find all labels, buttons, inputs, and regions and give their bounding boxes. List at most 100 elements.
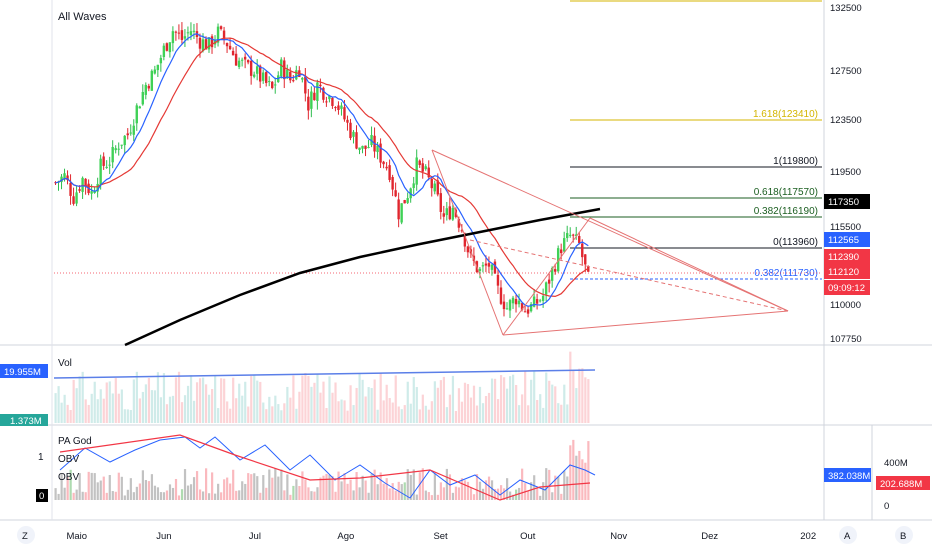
candle-body[interactable] [556, 248, 560, 272]
candle-body[interactable] [243, 56, 247, 60]
indicator-bar[interactable] [298, 486, 301, 500]
volume-bar[interactable] [490, 378, 494, 423]
volume-bar[interactable] [262, 402, 265, 423]
indicator-bar[interactable] [292, 485, 295, 500]
candle-body[interactable] [436, 180, 439, 195]
indicator-bar[interactable] [530, 482, 533, 500]
indicator-bar[interactable] [433, 473, 436, 500]
candle-body[interactable] [204, 39, 208, 50]
candle-body[interactable] [177, 32, 181, 34]
indicator-bar[interactable] [165, 490, 169, 500]
candle-body[interactable] [584, 254, 587, 265]
candle-body[interactable] [451, 207, 455, 220]
candle-body[interactable] [427, 167, 430, 178]
candle-body[interactable] [391, 177, 394, 190]
candle-body[interactable] [520, 303, 524, 310]
candle-body[interactable] [234, 53, 238, 66]
candle-body[interactable] [168, 42, 172, 53]
indicator-bar[interactable] [259, 492, 262, 500]
candle-body[interactable] [412, 183, 415, 189]
volume-bar[interactable] [96, 399, 99, 423]
time-axis-label[interactable]: 202 [800, 531, 816, 542]
indicator-bar[interactable] [174, 478, 178, 500]
indicator-bar[interactable] [135, 486, 138, 500]
candle-body[interactable] [150, 70, 154, 91]
indicator-bar[interactable] [496, 488, 500, 500]
indicator-bar[interactable] [232, 469, 235, 500]
indicator-bar[interactable] [156, 487, 160, 500]
indicator-bar[interactable] [349, 479, 352, 500]
candle-body[interactable] [249, 60, 253, 76]
candle-body[interactable] [379, 143, 382, 163]
candle-body[interactable] [219, 26, 223, 29]
indicator-bar[interactable] [454, 486, 458, 500]
volume-bar[interactable] [238, 383, 241, 423]
moving-averages[interactable] [55, 33, 601, 347]
volume-bar[interactable] [355, 387, 358, 423]
indicator-bar[interactable] [57, 493, 60, 500]
volume-bar[interactable] [171, 395, 175, 423]
candle-body[interactable] [569, 234, 572, 236]
indicator-bar[interactable] [409, 474, 412, 500]
volume-bar[interactable] [144, 384, 147, 423]
volume-bar[interactable] [560, 404, 563, 423]
volume-bar[interactable] [229, 408, 232, 423]
candle-body[interactable] [141, 91, 144, 105]
indicator-bar[interactable] [566, 476, 569, 500]
volume-bar[interactable] [235, 398, 238, 423]
volume-bar[interactable] [361, 379, 364, 423]
volume-bar[interactable] [283, 403, 286, 423]
volume-bar[interactable] [340, 399, 343, 423]
indicator-bar[interactable] [189, 484, 193, 500]
volume-bar[interactable] [241, 395, 244, 423]
candle-body[interactable] [349, 122, 352, 139]
indicator-bar[interactable] [448, 474, 452, 500]
candle-body[interactable] [566, 233, 569, 239]
volume-bar[interactable] [54, 393, 57, 423]
indicator-bar[interactable] [192, 477, 196, 500]
volume-bar[interactable] [313, 382, 316, 423]
fibonacci-levels[interactable]: 1.618(123410) 1(119800) 0.618(117570) 0.382… [54, 0, 822, 280]
indicator-bar[interactable] [265, 487, 268, 500]
volume-bar[interactable] [499, 375, 503, 423]
candle-body[interactable] [271, 81, 274, 89]
candle-body[interactable] [301, 77, 304, 80]
indicator-bar[interactable] [457, 487, 461, 500]
candle-body[interactable] [78, 189, 81, 191]
indicator-bar[interactable] [355, 472, 358, 500]
obv-line-red[interactable] [59, 434, 591, 501]
projection-dashed[interactable] [469, 239, 789, 312]
volume-bar[interactable] [126, 409, 129, 423]
volume-bar[interactable] [217, 408, 220, 423]
candle-body[interactable] [289, 71, 292, 81]
indicator-bar[interactable] [412, 469, 415, 500]
candle-body[interactable] [222, 30, 226, 40]
indicator-bar[interactable] [250, 474, 253, 500]
volume-bar[interactable] [373, 379, 376, 423]
volume-bar[interactable] [542, 407, 545, 423]
candle-body[interactable] [117, 148, 120, 150]
volume-bar[interactable] [533, 371, 536, 423]
candle-body[interactable] [111, 147, 114, 163]
volume-bar[interactable] [524, 371, 527, 423]
indicator-bar[interactable] [75, 489, 78, 500]
volume-bar[interactable] [165, 404, 169, 423]
candle-body[interactable] [99, 158, 102, 186]
volume-bar[interactable] [581, 368, 584, 423]
indicator-bar[interactable] [226, 477, 229, 500]
volume-bar[interactable] [460, 401, 464, 423]
candle-body[interactable] [292, 80, 295, 82]
indicator-bar[interactable] [201, 491, 205, 500]
candle-body[interactable] [96, 183, 99, 192]
volume-bar[interactable] [57, 386, 60, 423]
indicator-bar[interactable] [217, 483, 220, 500]
indicator-bar[interactable] [352, 490, 355, 500]
candle-body[interactable] [198, 37, 202, 49]
indicator-bar[interactable] [123, 495, 126, 500]
indicator-bar[interactable] [141, 470, 144, 500]
volume-bar[interactable] [391, 402, 394, 423]
indicator-bar[interactable] [575, 455, 578, 500]
candle-body[interactable] [123, 135, 126, 146]
candle-body[interactable] [442, 213, 445, 217]
volume-bar[interactable] [205, 384, 208, 423]
